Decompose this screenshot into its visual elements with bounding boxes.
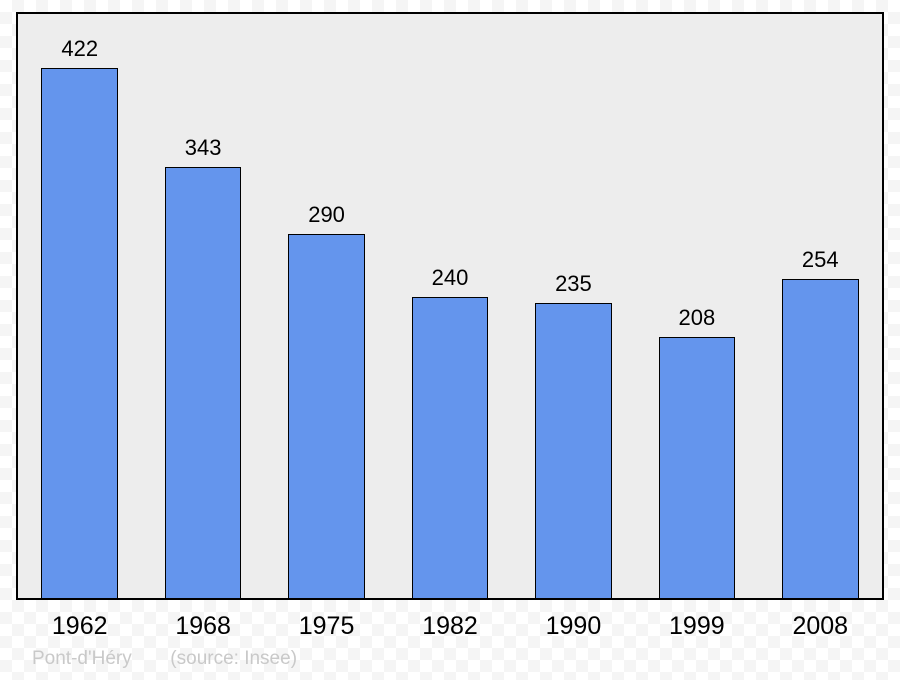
bar	[782, 279, 859, 598]
plot-area: 422 343 290 240 235 208 254	[18, 14, 882, 598]
bar	[41, 68, 118, 598]
x-axis-label: 1975	[299, 612, 355, 641]
x-axis-label: 2008	[792, 612, 848, 641]
bar	[165, 167, 242, 598]
bar	[535, 303, 612, 598]
caption-location: Pont-d'Héry	[32, 648, 132, 669]
bar-value-label: 254	[802, 247, 839, 273]
bar-value-label: 208	[678, 305, 715, 331]
x-axis-label: 1982	[422, 612, 478, 641]
bar-value-label: 240	[432, 265, 469, 291]
bar-value-label: 422	[61, 36, 98, 62]
bar	[412, 297, 489, 598]
caption-source: (source: Insee)	[170, 648, 297, 669]
bar-value-label: 290	[308, 202, 345, 228]
bar	[288, 234, 365, 598]
bar-value-label: 343	[185, 135, 222, 161]
chart-frame: 422 343 290 240 235 208 254	[16, 12, 884, 600]
x-axis-label: 1968	[175, 612, 231, 641]
caption: Pont-d'Héry (source: Insee)	[32, 648, 297, 670]
bar-value-label: 235	[555, 271, 592, 297]
bar	[659, 337, 736, 598]
x-axis-label: 1999	[669, 612, 725, 641]
x-axis-label: 1990	[546, 612, 602, 641]
x-axis-label: 1962	[52, 612, 108, 641]
